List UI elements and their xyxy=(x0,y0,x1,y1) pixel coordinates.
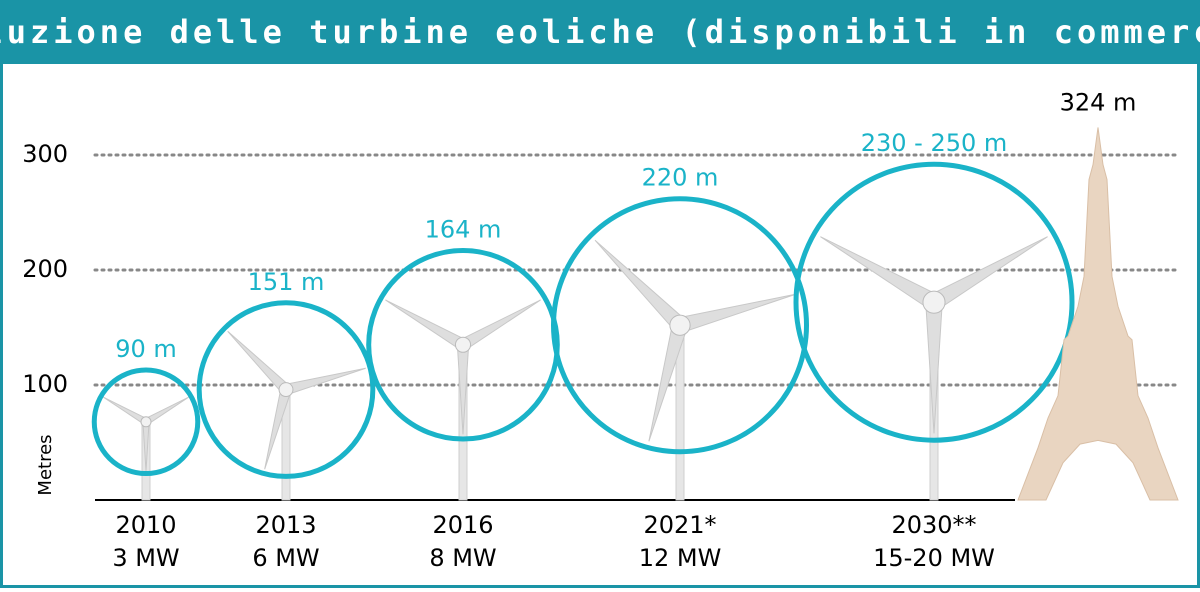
power-label: 8 MW xyxy=(429,544,496,572)
x-tick-label: 2021* xyxy=(643,511,716,539)
chart-title: Evoluzione delle turbine eoliche (dispon… xyxy=(0,13,1200,51)
rotor-circle xyxy=(793,161,1075,443)
value-label: 164 m xyxy=(425,215,502,243)
title-bar xyxy=(0,0,1200,64)
value-label: 151 m xyxy=(248,268,325,296)
power-label: 12 MW xyxy=(639,544,722,572)
power-label: 6 MW xyxy=(252,544,319,572)
rotor-circle xyxy=(196,300,376,479)
hub xyxy=(454,336,472,353)
rotor-circle xyxy=(551,196,809,455)
hub xyxy=(669,314,691,336)
power-label: 15-20 MW xyxy=(873,544,995,572)
y-tick-label: 300 xyxy=(22,140,68,168)
value-label: 90 m xyxy=(115,335,177,363)
y-tick-label: 200 xyxy=(22,255,68,283)
x-tick-label: 2030** xyxy=(891,511,976,539)
eiffel-tower xyxy=(1017,127,1179,501)
value-label: 230 - 250 m xyxy=(861,129,1008,157)
x-tick-label: 2016 xyxy=(432,511,493,539)
x-tick-label: 2010 xyxy=(115,511,176,539)
reference-label: 324 m xyxy=(1060,88,1137,116)
rotor-circle xyxy=(91,367,201,477)
hub xyxy=(140,416,152,428)
hub xyxy=(278,382,294,398)
hub xyxy=(922,290,946,314)
y-tick-label: 100 xyxy=(22,370,68,398)
x-tick-label: 2013 xyxy=(255,511,316,539)
power-label: 3 MW xyxy=(112,544,179,572)
y-axis-label: Metres xyxy=(35,434,56,495)
value-label: 220 m xyxy=(642,164,719,192)
